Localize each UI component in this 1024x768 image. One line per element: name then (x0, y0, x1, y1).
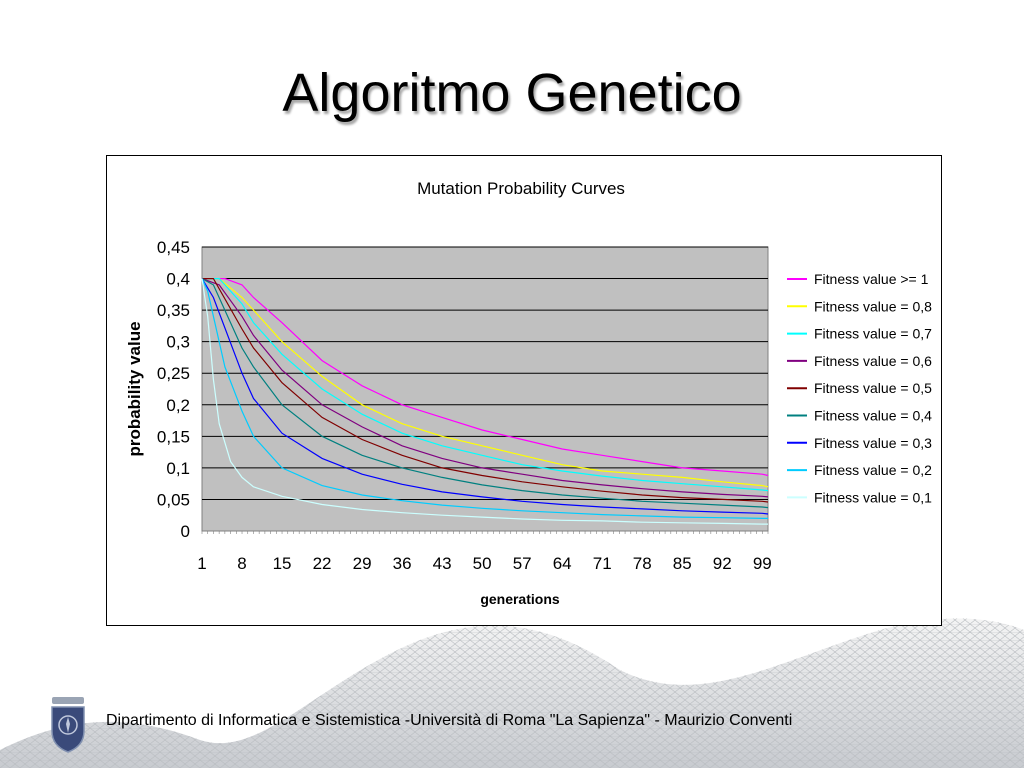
x-axis-title: generations (480, 591, 560, 607)
y-tick-label: 0,15 (157, 427, 190, 446)
x-tick-label: 1 (197, 554, 206, 573)
x-tick-label: 99 (753, 554, 772, 573)
series-line (201, 278, 769, 509)
series-line (202, 277, 769, 503)
series-line (202, 277, 769, 492)
chart-title: Mutation Probability Curves (417, 179, 625, 198)
chart-container: Mutation Probability Curves 0 0,05 0,1 0,15 0… (106, 155, 942, 626)
legend-entry: Fitness value = 0,8 (814, 298, 932, 314)
y-tick-label: 0 (181, 522, 190, 541)
x-tick-label: 22 (313, 554, 332, 573)
legend-entry: Fitness value = 0,5 (814, 380, 932, 396)
y-tick-label: 0,2 (166, 396, 190, 415)
y-tick-label: 0,3 (166, 333, 190, 352)
x-tick-label: 57 (513, 554, 532, 573)
series-line (201, 278, 769, 498)
x-tick-label: 29 (353, 554, 372, 573)
y-tick-label: 0,4 (166, 270, 190, 289)
legend-entry: Fitness value = 0,4 (814, 408, 932, 424)
y-tick-label: 0,45 (157, 238, 190, 257)
x-tick-label: 50 (473, 554, 492, 573)
x-tick-label: 64 (553, 554, 572, 573)
legend-entry: Fitness value >= 1 (814, 271, 929, 287)
y-tick-label: 0,35 (157, 301, 190, 320)
y-tick-label: 0,05 (157, 490, 190, 509)
x-tick-label: 78 (633, 554, 652, 573)
series-line (202, 277, 769, 477)
series-line (202, 277, 769, 488)
mutation-probability-chart: Mutation Probability Curves 0 0,05 0,1 0,15 0… (125, 179, 932, 607)
x-tick-label: 36 (393, 554, 412, 573)
x-tick-label: 85 (673, 554, 692, 573)
legend-entry: Fitness value = 0,6 (814, 353, 932, 369)
university-seal-logo (51, 697, 85, 753)
series-line (201, 278, 768, 519)
legend-entry: Fitness value = 0,7 (814, 326, 932, 342)
legend-entry: Fitness value = 0,1 (814, 489, 932, 505)
x-tick-label: 43 (433, 554, 452, 573)
y-axis-title: probability value (125, 321, 144, 456)
plot-area (201, 246, 769, 532)
series-line (201, 278, 769, 515)
footer-credit: Dipartimento di Informatica e Sistemisti… (106, 712, 793, 729)
legend-entry: Fitness value = 0,3 (814, 435, 932, 451)
legend-entry: Fitness value = 0,2 (814, 462, 932, 478)
x-tick-label: 71 (593, 554, 612, 573)
mesh-surface-background (0, 618, 1024, 768)
x-tick-label: 15 (273, 554, 292, 573)
series-line (201, 278, 768, 525)
y-tick-label: 0,25 (157, 364, 190, 383)
x-tick-label: 92 (713, 554, 732, 573)
y-tick-label: 0,1 (166, 459, 190, 478)
slide-title: Algoritmo Genetico (282, 63, 742, 123)
x-tick-label: 8 (237, 554, 246, 573)
